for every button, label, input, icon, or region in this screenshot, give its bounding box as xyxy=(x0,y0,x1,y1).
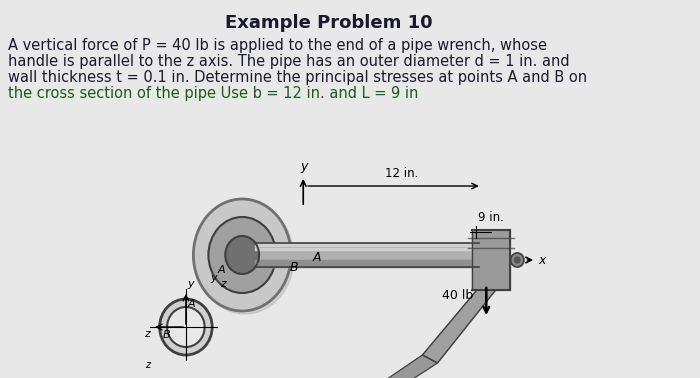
Text: A: A xyxy=(188,299,195,309)
Text: 9 in.: 9 in. xyxy=(478,211,504,224)
Ellipse shape xyxy=(511,253,524,267)
Text: B: B xyxy=(290,261,298,274)
Text: handle is parallel to the z axis. The pipe has an outer diameter d = 1 in. and: handle is parallel to the z axis. The pi… xyxy=(8,54,569,69)
Bar xyxy=(256,243,479,250)
Ellipse shape xyxy=(196,202,294,314)
Text: B: B xyxy=(162,330,170,340)
Text: 40 lb: 40 lb xyxy=(442,289,473,302)
Text: Example Problem 10: Example Problem 10 xyxy=(225,14,433,32)
Text: x: x xyxy=(538,254,545,268)
Polygon shape xyxy=(423,290,496,363)
Text: z: z xyxy=(145,360,150,370)
Text: y: y xyxy=(211,273,218,283)
Text: A vertical force of P = 40 lb is applied to the end of a pipe wrench, whose: A vertical force of P = 40 lb is applied… xyxy=(8,38,547,53)
Ellipse shape xyxy=(209,217,276,293)
Polygon shape xyxy=(378,355,438,378)
Text: A: A xyxy=(218,265,225,275)
Bar xyxy=(256,260,479,267)
Ellipse shape xyxy=(167,307,204,347)
Ellipse shape xyxy=(160,299,212,355)
Ellipse shape xyxy=(193,199,291,311)
Ellipse shape xyxy=(514,257,520,263)
Text: 12 in.: 12 in. xyxy=(385,167,419,180)
Bar xyxy=(256,243,479,267)
Ellipse shape xyxy=(225,236,259,274)
Bar xyxy=(473,230,510,290)
Text: wall thickness t = 0.1 in. Determine the principal stresses at points A and B on: wall thickness t = 0.1 in. Determine the… xyxy=(8,70,587,85)
Text: y: y xyxy=(300,160,308,173)
Text: the cross section of the pipe Use b = 12 in. and L = 9 in: the cross section of the pipe Use b = 12… xyxy=(8,86,418,101)
Text: z: z xyxy=(220,279,226,289)
Text: A: A xyxy=(313,251,321,264)
Text: z: z xyxy=(144,329,150,339)
Text: y: y xyxy=(188,279,195,289)
